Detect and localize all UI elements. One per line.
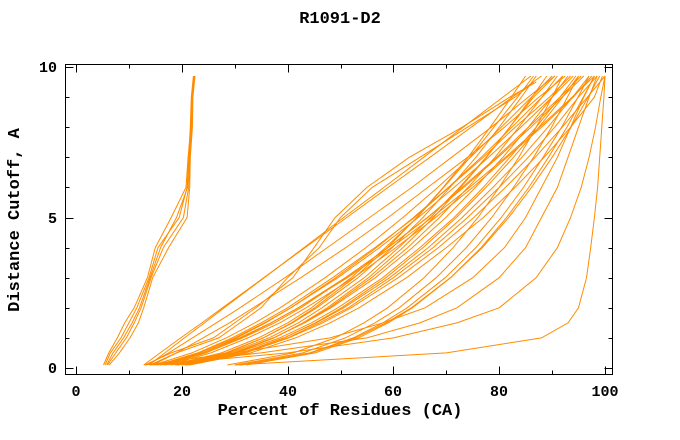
gdt-curve — [176, 75, 556, 366]
x-tick-label: 80 — [490, 384, 508, 401]
gdt-curve — [104, 75, 194, 366]
plot-border — [65, 64, 613, 375]
gdt-curve — [168, 75, 593, 366]
gdt-curve — [149, 81, 534, 366]
y-tick-label: 5 — [48, 211, 57, 228]
gdt-curve — [143, 75, 542, 366]
gdt-curve — [234, 75, 579, 366]
gdt-curve — [163, 75, 582, 366]
gdt-curve — [164, 75, 564, 366]
x-axis-label: Percent of Residues (CA) — [217, 402, 463, 421]
gdt-curve — [160, 75, 595, 366]
gdt-curve — [186, 75, 598, 366]
gdt-curve — [148, 75, 532, 366]
gdt-curve — [144, 81, 537, 366]
ticks-group — [65, 64, 613, 375]
chart-title: R1091-D2 — [299, 10, 381, 29]
gdt-curve — [246, 75, 595, 366]
x-tick-label: 20 — [173, 384, 191, 401]
gdt-curve — [144, 75, 595, 366]
x-tick-label: 40 — [279, 384, 297, 401]
gdt-curve — [152, 75, 566, 366]
curves-group — [103, 75, 606, 366]
x-tick-label: 100 — [591, 384, 618, 401]
gdt-curve — [181, 75, 577, 366]
gdt-curve — [240, 75, 590, 366]
x-tick-label: 60 — [384, 384, 402, 401]
x-tick-label: 0 — [71, 384, 80, 401]
gdt-curve — [150, 75, 598, 366]
gdt-curve — [153, 75, 553, 366]
gdt-curve — [106, 75, 195, 366]
y-tick-label: 0 — [48, 361, 57, 378]
gdt-curve — [227, 75, 564, 366]
gdt-curve — [171, 75, 534, 366]
gdt-curve — [234, 75, 606, 366]
gdt-curve — [103, 75, 195, 366]
gdt-curve — [159, 75, 574, 366]
gdt-curve — [155, 75, 606, 366]
gdt-curve — [157, 75, 571, 366]
gdt-curve — [165, 75, 585, 366]
y-tick-label: 10 — [39, 60, 57, 77]
gdt-curve — [108, 75, 196, 366]
gdt-curve — [189, 75, 603, 366]
gdt-curve — [107, 75, 195, 366]
gdt-curve — [147, 75, 556, 366]
